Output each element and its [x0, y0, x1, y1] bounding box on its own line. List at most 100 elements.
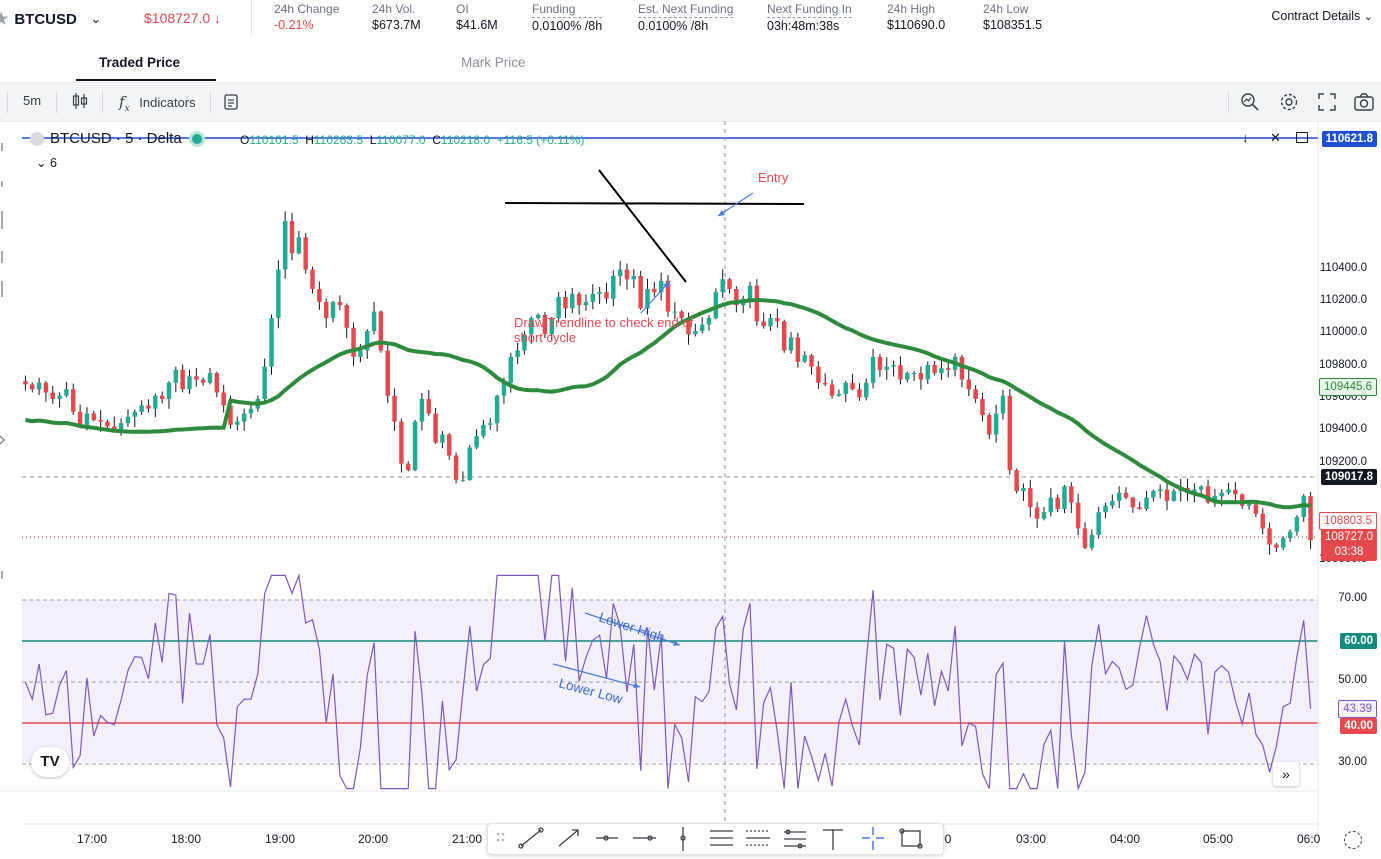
horizontal-line-tool-icon[interactable]: [633, 835, 656, 841]
chart-area[interactable]: Entry Draw Trendline to check end of sho…: [0, 121, 1381, 855]
settings-gear-icon[interactable]: [1279, 92, 1299, 115]
templates-icon[interactable]: [224, 94, 238, 113]
collapse-indicators-button[interactable]: ⌄ 6: [36, 155, 57, 170]
camera-icon[interactable]: [1354, 93, 1374, 114]
stat-funding[interactable]: Funding 0.0100% /8h: [532, 1, 603, 34]
candle: [132, 411, 138, 417]
note-arrow: [640, 280, 671, 314]
price-range-tool-icon[interactable]: [823, 829, 843, 850]
crosshair-tool-icon[interactable]: [862, 827, 884, 850]
candle: [1144, 497, 1149, 509]
stat-est-next-funding[interactable]: Est. Next Funding 0.0100% /8h: [638, 1, 734, 34]
candle: [310, 269, 315, 289]
candle: [911, 373, 917, 375]
chart-legend[interactable]: BTCUSD · 5 · Delta: [30, 130, 202, 147]
note-arrow-head: [663, 281, 670, 288]
candle: [23, 381, 28, 385]
arrow-down-icon[interactable]: ↓: [1242, 130, 1249, 145]
stat-next-funding-in[interactable]: Next Funding In 03h:48m:38s: [767, 1, 852, 34]
close-icon[interactable]: ✕: [1270, 130, 1281, 145]
axis-settings-gear-icon[interactable]: [1344, 831, 1362, 849]
chevron-right-icon[interactable]: [0, 435, 5, 445]
divider: [210, 91, 211, 113]
candle: [973, 389, 978, 399]
entry-annotation[interactable]: Entry: [758, 170, 789, 185]
rectangle-tool-icon[interactable]: [899, 828, 923, 849]
candle: [658, 280, 664, 293]
horizontal-ray-tool-icon[interactable]: [596, 835, 618, 841]
tradingview-logo-icon[interactable]: TV: [31, 747, 69, 777]
trend-line[interactable]: [598, 169, 687, 283]
chevron-down-icon[interactable]: ⌄: [90, 12, 101, 26]
candle: [467, 447, 472, 480]
contract-details-button[interactable]: Contract Details ⌄: [1271, 9, 1373, 23]
ohlc-close-label: C: [432, 133, 441, 147]
stat-label: 24h Vol.: [372, 2, 416, 16]
stat-value: $41.6M: [456, 18, 498, 32]
pitchfork-tool-icon[interactable]: [784, 829, 806, 849]
candle: [966, 379, 972, 390]
parallel-channel-tool-icon[interactable]: [710, 830, 733, 846]
price-axis-label: 110000.0: [1319, 326, 1367, 339]
vertical-line-tool-icon[interactable]: [680, 827, 686, 851]
candle: [180, 369, 185, 390]
candle: [1048, 497, 1054, 513]
candle-type-icon[interactable]: [72, 92, 88, 113]
tab-mark-price[interactable]: Mark Price: [461, 55, 526, 70]
candle: [624, 269, 630, 280]
candle: [139, 405, 144, 412]
fullscreen-icon[interactable]: [1318, 93, 1336, 114]
candle: [378, 311, 384, 351]
fx-icon: fx: [119, 93, 130, 114]
candle: [50, 392, 55, 399]
candle: [71, 389, 76, 412]
arrow-tool-icon[interactable]: [558, 829, 579, 847]
time-axis-label: 06:0: [1297, 832, 1321, 846]
candle: [1157, 489, 1163, 492]
drag-handle-icon[interactable]: [496, 832, 505, 842]
candle: [1062, 486, 1067, 509]
candle: [925, 364, 930, 380]
candle: [864, 382, 869, 398]
quick-search-icon[interactable]: [1240, 92, 1260, 115]
candle: [857, 389, 862, 398]
maximize-icon[interactable]: [1296, 132, 1308, 143]
candle: [43, 382, 49, 393]
price-chart-canvas[interactable]: Entry Draw Trendline to check end of sho…: [0, 121, 1381, 848]
indicators-button[interactable]: fx Indicators: [119, 93, 196, 114]
candle: [200, 379, 206, 383]
candle: [1226, 489, 1231, 493]
candle: [761, 321, 766, 327]
candle: [1069, 486, 1074, 503]
chart-toolbar: 5m fx Indicators: [0, 82, 1381, 122]
candle: [112, 426, 117, 430]
interval-button[interactable]: 5m: [23, 93, 42, 108]
candle: [809, 355, 814, 367]
candle: [91, 413, 96, 420]
candle: [262, 366, 267, 399]
candle: [522, 334, 527, 351]
resistance-line[interactable]: [504, 202, 805, 205]
trendline-tool-icon[interactable]: [518, 827, 544, 849]
trendline-note-container: Draw Trendline to check end of short cyc…: [514, 315, 694, 345]
time-axis-label: 17:00: [77, 832, 108, 846]
candle: [228, 405, 233, 425]
candle: [317, 288, 322, 302]
candle: [364, 331, 370, 351]
ohlc-open: 110101.5: [249, 133, 299, 147]
candle: [836, 394, 842, 396]
scroll-to-realtime-button[interactable]: »: [1273, 762, 1299, 786]
candle: [542, 314, 548, 335]
candle: [1103, 505, 1108, 513]
drawing-toolbar: [487, 823, 944, 855]
chevron-down-icon: ⌄: [1363, 11, 1373, 23]
candle: [515, 350, 520, 357]
trendline-note[interactable]: Draw Trendline to check end of short cyc…: [514, 315, 694, 345]
fib-retracement-tool-icon[interactable]: [746, 830, 770, 846]
divider: [7, 91, 8, 113]
symbol-selector[interactable]: ★ BTCUSD ⌄: [0, 9, 101, 29]
tab-traded-price[interactable]: Traded Price: [99, 55, 181, 70]
star-icon[interactable]: ★: [0, 11, 9, 28]
candle: [105, 421, 110, 427]
countdown-label: 03:38: [1334, 546, 1364, 558]
